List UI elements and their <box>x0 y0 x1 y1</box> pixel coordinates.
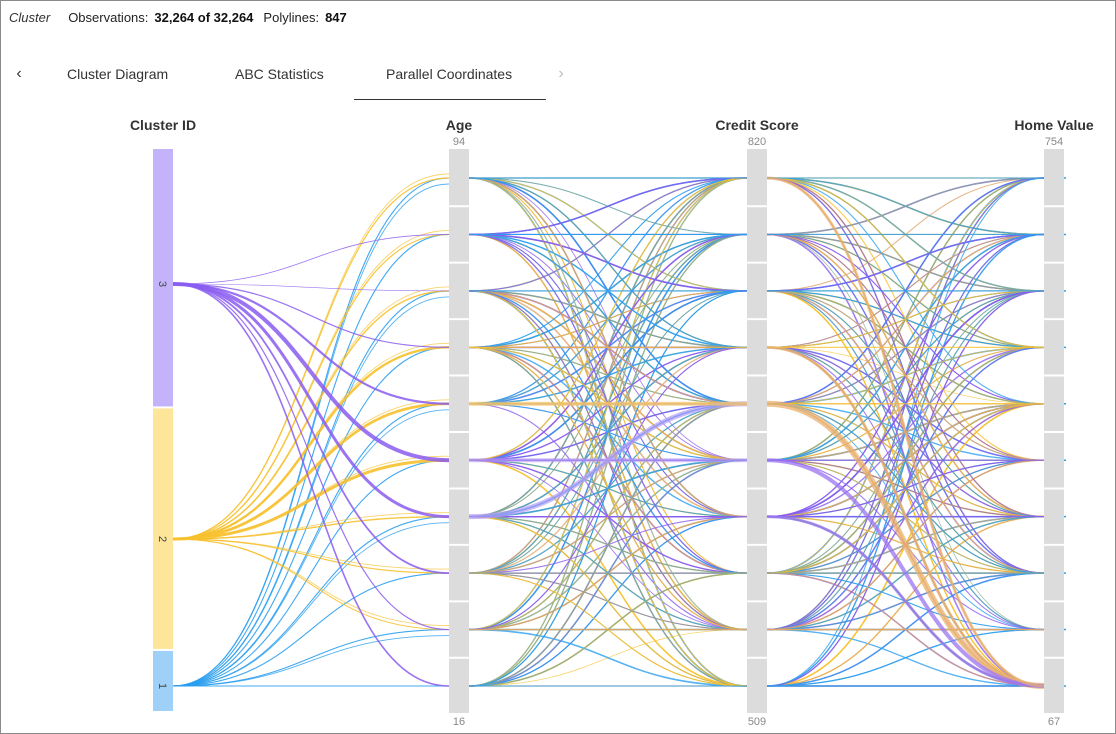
polyline <box>468 290 748 687</box>
label-layer: 3 2 1 94 16 820 509 754 67 Cluster ID Age Credit Sc… <box>130 117 1094 728</box>
polyline-cluster2 <box>172 342 450 540</box>
axis-min-label: 16 <box>453 716 465 728</box>
summary-header: Cluster Observations: 32,264 of 32,264 P… <box>9 10 357 25</box>
polyline-cluster2 <box>766 176 1045 688</box>
axis-min-label: 509 <box>748 716 766 728</box>
polyline-cluster2 <box>172 346 450 541</box>
cluster-category-label: 2 <box>156 536 168 542</box>
tab-cluster-diagram[interactable]: Cluster Diagram <box>67 66 169 82</box>
polyline-cluster2 <box>172 402 450 541</box>
polyline-cluster3 <box>172 234 450 285</box>
active-tab-indicator <box>354 99 546 100</box>
axis-max-label: 94 <box>453 136 465 148</box>
polyline <box>766 628 1045 687</box>
axis-max-label: 820 <box>748 136 766 148</box>
polyline-cluster3 <box>172 282 450 405</box>
polyline-cluster1 <box>172 572 450 687</box>
polyline-cluster2 <box>172 286 450 540</box>
polyline-cluster1 <box>172 635 450 687</box>
polyline-cluster1 <box>172 522 450 687</box>
polyline-cluster1 <box>172 403 450 687</box>
polyline <box>468 177 748 348</box>
panel-title: Cluster <box>9 10 51 25</box>
polyline <box>766 403 1045 574</box>
parallel-coordinates-chart[interactable]: 3 2 1 94 16 820 509 754 67 Cluster ID Age Credit Sc… <box>1 101 1111 731</box>
axis-title: Home Value <box>1014 117 1094 133</box>
cluster-bar-segment <box>153 650 173 711</box>
axis-min-label: 67 <box>1048 716 1060 728</box>
axis-max-label: 754 <box>1045 136 1063 148</box>
polyline <box>766 290 1045 348</box>
axis-title: Age <box>446 117 473 133</box>
polyline-cluster2 <box>172 399 450 540</box>
polyline-cluster2 <box>172 512 450 540</box>
polyline-cluster2 <box>172 538 450 627</box>
polylines-value: 847 <box>325 10 347 25</box>
polyline-cluster1 <box>172 409 450 687</box>
polyline-cluster2 <box>172 229 450 540</box>
polyline <box>468 515 748 687</box>
tab-bar: ‹ Cluster Diagram ABC Statistics Paralle… <box>1 53 601 101</box>
observations-label: Observations: <box>68 10 149 25</box>
polyline <box>468 403 748 461</box>
cluster-bar-segment <box>153 149 173 407</box>
polyline-cluster1 <box>172 233 450 687</box>
polyline <box>766 290 1045 461</box>
polyline-cluster1 <box>172 183 450 687</box>
polyline-cluster2 <box>766 400 1045 689</box>
polyline <box>468 177 748 461</box>
polyline <box>766 233 1045 292</box>
axis-title: Credit Score <box>715 117 798 133</box>
observations-value: 32,264 of 32,264 <box>154 10 254 25</box>
polyline-cluster3 <box>172 283 450 348</box>
polyline-cluster3 <box>172 283 450 575</box>
tab-abc-statistics[interactable]: ABC Statistics <box>235 66 324 82</box>
cluster-bar-segment <box>153 408 173 649</box>
polyline-cluster1 <box>172 459 450 687</box>
polyline-cluster2 <box>766 345 1045 688</box>
axis-layer <box>153 149 1064 713</box>
axis-title: Cluster ID <box>130 117 196 133</box>
chevron-right-icon[interactable]: › <box>558 65 564 82</box>
tab-parallel-coordinates[interactable]: Parallel Coordinates <box>386 66 513 82</box>
polyline-cluster2 <box>172 455 450 540</box>
polyline <box>468 177 748 236</box>
polyline-cluster3 <box>172 282 450 519</box>
cluster-category-label: 1 <box>156 683 168 689</box>
polyline-cluster2 <box>172 173 450 540</box>
polyline-cluster3 <box>766 458 1045 688</box>
polyline-cluster2 <box>172 538 450 631</box>
polyline-cluster3 <box>172 283 450 687</box>
polyline-cluster3 <box>172 282 450 463</box>
polyline-cluster2 <box>172 233 450 540</box>
chevron-left-icon[interactable]: ‹ <box>16 65 22 82</box>
polyline-cluster2 <box>172 290 450 540</box>
polyline <box>468 628 748 687</box>
polylines-label: Polylines: <box>263 10 320 25</box>
cluster-category-label: 3 <box>156 281 168 287</box>
polyline-cluster1 <box>172 346 450 687</box>
polyline-cluster3 <box>172 283 450 292</box>
polyline-layer <box>172 173 1066 689</box>
polyline-cluster3 <box>766 515 1045 688</box>
polyline-cluster1 <box>172 296 450 687</box>
polyline-cluster3 <box>172 283 450 631</box>
polyline <box>468 403 748 687</box>
polyline-cluster1 <box>172 177 450 687</box>
polyline <box>766 177 1045 236</box>
polyline-cluster2 <box>172 538 450 570</box>
polyline <box>468 346 748 405</box>
